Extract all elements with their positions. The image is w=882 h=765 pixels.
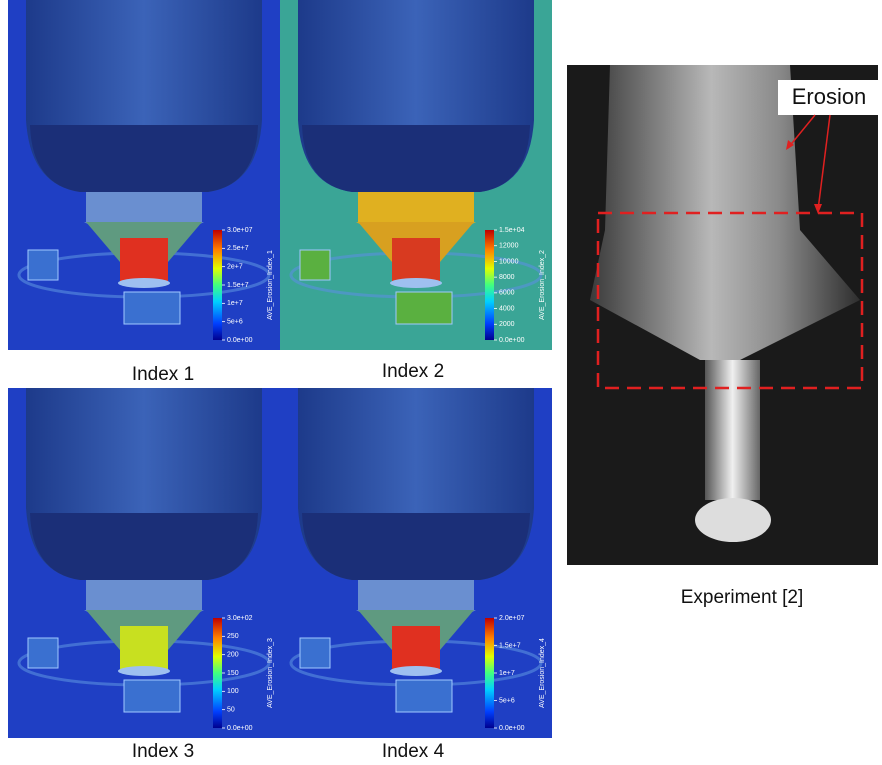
- panel-label: Index 1: [132, 364, 194, 385]
- colorbar-tick-label: 5e+6: [227, 319, 243, 326]
- colorbar-title: AVE_Erosion_Index_2: [539, 250, 546, 320]
- photo-shaft: [705, 360, 760, 500]
- collar: [358, 192, 474, 222]
- block-left: [300, 250, 330, 280]
- colorbar-tick-label: 3.0e+02: [227, 615, 253, 622]
- colorbar-title: AVE_Erosion_Index_1: [267, 250, 274, 320]
- colorbar: [213, 230, 222, 340]
- needle-base: [118, 278, 170, 288]
- dome-band: [302, 125, 530, 192]
- colorbar-tick-label: 3.0e+07: [227, 227, 253, 234]
- colorbar-tick-label: 2.5e+7: [227, 245, 249, 252]
- block-left: [300, 638, 330, 668]
- experiment-label: Experiment [2]: [681, 587, 804, 608]
- colorbar-tick-label: 10000: [499, 258, 519, 265]
- colorbar-tick-label: 2.0e+07: [499, 615, 525, 622]
- block-front: [396, 292, 452, 324]
- block-front: [124, 292, 180, 324]
- sim-panel: 3.0e+07 2.5e+7 2e+7 1.5e+7 1e+7 5e+6 0.0e+00 AV…: [8, 0, 280, 350]
- photo-tip: [695, 498, 771, 542]
- colorbar-title: AVE_Erosion_Index_4: [539, 638, 546, 708]
- block-front: [396, 680, 452, 712]
- colorbar-tick-label: 250: [227, 633, 239, 640]
- colorbar-tick-label: 100: [227, 688, 239, 695]
- needle-base: [390, 278, 442, 288]
- needle-band: [120, 238, 168, 283]
- panel-label: Index 3: [132, 741, 194, 762]
- colorbar-tick-label: 8000: [499, 274, 515, 281]
- block-left: [28, 250, 58, 280]
- dome-band: [302, 513, 530, 580]
- needle-band: [392, 626, 440, 671]
- colorbar-title: AVE_Erosion_Index_3: [267, 638, 274, 708]
- sim-panel: 3.0e+02 250 200 150 100 50 0.0e+00 AVE_Erosion_…: [8, 388, 280, 738]
- sim-panel: 2.0e+07 1.5e+7 1e+7 5e+6 0.0e+00 AVE_Erosion_…: [280, 388, 552, 738]
- colorbar: [213, 618, 222, 728]
- dome-band: [30, 125, 258, 192]
- panel-label: Index 2: [382, 361, 444, 382]
- collar: [86, 192, 202, 222]
- colorbar-tick-label: 0.0e+00: [499, 337, 525, 344]
- colorbar-tick-label: 150: [227, 670, 239, 677]
- colorbar-tick-label: 1e+7: [227, 300, 243, 307]
- needle-band: [120, 626, 168, 671]
- colorbar-tick-label: 0.0e+00: [227, 725, 253, 732]
- block-front: [124, 680, 180, 712]
- needle-band: [392, 238, 440, 283]
- experiment-photo: Erosion Experiment [2]: [567, 65, 880, 608]
- sim-panel: 1.5e+04 12000 10000 8000 6000 4000 2000 0.0e+00…: [280, 0, 552, 350]
- needle-base: [118, 666, 170, 676]
- colorbar-tick-label: 1e+7: [499, 670, 515, 677]
- colorbar-tick-label: 1.5e+7: [499, 642, 521, 649]
- needle-base: [390, 666, 442, 676]
- colorbar-tick-label: 1.5e+04: [499, 227, 525, 234]
- colorbar-tick-label: 4000: [499, 305, 515, 312]
- colorbar-tick-label: 200: [227, 652, 239, 659]
- colorbar-tick-label: 1.5e+7: [227, 282, 249, 289]
- colorbar: [485, 230, 494, 340]
- colorbar-tick-label: 2e+7: [227, 264, 243, 271]
- colorbar-tick-label: 5e+6: [499, 697, 515, 704]
- panel-label: Index 4: [382, 741, 445, 762]
- collar: [86, 580, 202, 610]
- colorbar-tick-label: 12000: [499, 243, 519, 250]
- block-left: [28, 638, 58, 668]
- colorbar: [485, 618, 494, 728]
- dome-band: [30, 513, 258, 580]
- figure: 3.0e+07 2.5e+7 2e+7 1.5e+7 1e+7 5e+6 0.0e+00 AV…: [0, 0, 882, 765]
- colorbar-tick-label: 6000: [499, 290, 515, 297]
- colorbar-tick-label: 0.0e+00: [227, 337, 253, 344]
- collar: [358, 580, 474, 610]
- colorbar-tick-label: 0.0e+00: [499, 725, 525, 732]
- colorbar-tick-label: 2000: [499, 321, 515, 328]
- colorbar-tick-label: 50: [227, 707, 235, 714]
- annotation: Erosion: [792, 84, 867, 109]
